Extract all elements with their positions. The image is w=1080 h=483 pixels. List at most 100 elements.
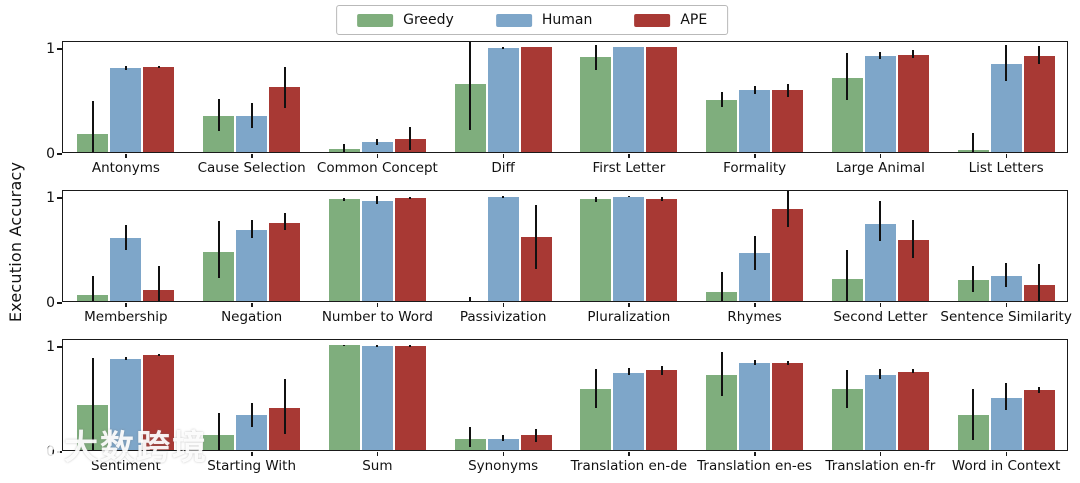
- bar-ape-formality: [772, 90, 804, 152]
- chart-legend: Greedy Human APE: [336, 5, 729, 35]
- error-bar: [786, 361, 789, 366]
- error-bar: [1005, 263, 1008, 288]
- x-tick-mark: [251, 154, 253, 158]
- bar-greedy-number-to-word: [328, 199, 360, 301]
- x-tick-mark: [376, 452, 379, 456]
- error-bar: [660, 197, 663, 201]
- error-bar: [1038, 46, 1041, 65]
- error-bar: [343, 198, 346, 201]
- x-tick-label-pluralization: Pluralization: [587, 309, 671, 325]
- bar-human-diff: [487, 48, 519, 152]
- y-tick-mark: [57, 48, 62, 50]
- x-tick-label-rhymes: Rhymes: [727, 309, 782, 325]
- x-tick-mark: [628, 154, 630, 158]
- x-tick-mark: [879, 452, 882, 456]
- error-bar: [720, 351, 723, 396]
- subplot-row-2: 0 1 Membership Negation Number to Word Passiv…: [46, 190, 1072, 325]
- error-bar: [283, 213, 286, 230]
- x-tick-mark: [879, 154, 882, 158]
- bar-ape-pluralization: [646, 199, 678, 301]
- error-bar: [157, 266, 160, 301]
- error-bar: [786, 191, 789, 227]
- error-bar: [879, 51, 882, 59]
- error-bar: [846, 52, 849, 100]
- error-bar: [217, 221, 220, 278]
- bar-human-formality: [739, 90, 771, 152]
- error-bar: [469, 42, 472, 131]
- legend-entry-greedy: Greedy: [357, 12, 454, 28]
- bar-human-number-to-word: [361, 200, 393, 301]
- error-bar: [91, 275, 94, 301]
- x-tick-mark: [754, 303, 756, 307]
- bar-human-negation: [236, 229, 268, 301]
- y-tick-mark: [57, 197, 62, 199]
- error-bar: [91, 357, 94, 450]
- x-tick-mark: [125, 154, 127, 158]
- error-bar: [409, 197, 412, 200]
- error-bar: [343, 143, 346, 152]
- error-bar: [376, 345, 379, 348]
- bar-ape-first-letter: [646, 47, 678, 152]
- x-tick-label-translation-en-de: Translation en-de: [570, 458, 688, 474]
- x-tick-label-number-to-word: Number to Word: [321, 309, 433, 325]
- y-axis-label: Execution Accuracy: [6, 161, 25, 322]
- error-bar: [846, 370, 849, 409]
- x-tick-label-sentence-similarity: Sentence Similarity: [940, 309, 1072, 325]
- error-bar: [912, 369, 915, 373]
- x-tick-mark: [502, 452, 505, 456]
- error-bar: [753, 236, 756, 270]
- error-bar: [1038, 387, 1041, 394]
- error-bar: [1005, 383, 1008, 411]
- x-tick-mark: [1005, 452, 1008, 456]
- error-bar: [157, 353, 160, 356]
- bar-human-pluralization: [613, 197, 645, 301]
- x-tick-label-sentiment: Sentiment: [90, 458, 161, 474]
- bar-ape-large-animal: [897, 54, 929, 152]
- greedy-swatch-icon: [357, 13, 394, 27]
- x-tick-label-large-animal: Large Animal: [835, 160, 925, 176]
- y-tick-label: 1: [46, 41, 55, 58]
- bar-ape-antonyms: [143, 67, 175, 152]
- bar-ape-sentiment: [143, 354, 175, 450]
- bar-human-synonyms: [487, 438, 519, 450]
- error-bar: [217, 413, 220, 450]
- x-tick-mark: [628, 452, 630, 456]
- error-bar: [124, 356, 127, 360]
- error-bar: [912, 50, 915, 58]
- bar-ape-diff: [520, 47, 552, 152]
- error-bar: [409, 345, 412, 348]
- x-tick-label-first-letter: First Letter: [592, 160, 666, 176]
- legend-label: APE: [680, 12, 708, 28]
- error-bar: [124, 66, 127, 71]
- error-bar: [972, 133, 975, 152]
- error-bar: [502, 47, 505, 50]
- x-tick-mark: [628, 303, 630, 307]
- bar-human-translation-en-de: [613, 372, 645, 450]
- error-bar: [535, 429, 538, 442]
- error-bar: [660, 366, 663, 375]
- error-bar: [1038, 264, 1041, 301]
- error-bar: [409, 126, 412, 150]
- error-bar: [283, 378, 286, 435]
- legend-label: Greedy: [403, 12, 454, 28]
- subplot-row-3: 0 1 Sentiment Starting With Sum Synonyms Trans…: [46, 339, 1068, 474]
- plot-area: [63, 191, 1067, 301]
- error-bar: [912, 220, 915, 259]
- bar-ape-translation-en-es: [772, 363, 804, 450]
- error-bar: [91, 100, 94, 152]
- legend-entry-ape: APE: [634, 12, 707, 28]
- y-tick-label: 0: [46, 444, 55, 460]
- x-tick-mark: [754, 452, 756, 456]
- legend-entry-human: Human: [495, 12, 592, 28]
- error-bar: [972, 266, 975, 292]
- bar-ape-synonyms: [520, 435, 552, 450]
- x-tick-label-diff: Diff: [491, 160, 515, 176]
- bar-human-common-concept: [361, 141, 393, 152]
- x-tick-mark: [879, 303, 882, 307]
- bar-ape-word-in-context: [1023, 390, 1055, 450]
- bar-ape-sum: [394, 346, 426, 450]
- bar-human-antonyms: [110, 68, 142, 152]
- x-tick-mark: [251, 303, 253, 307]
- x-tick-mark: [1005, 303, 1008, 307]
- x-tick-label-sum: Sum: [362, 458, 393, 474]
